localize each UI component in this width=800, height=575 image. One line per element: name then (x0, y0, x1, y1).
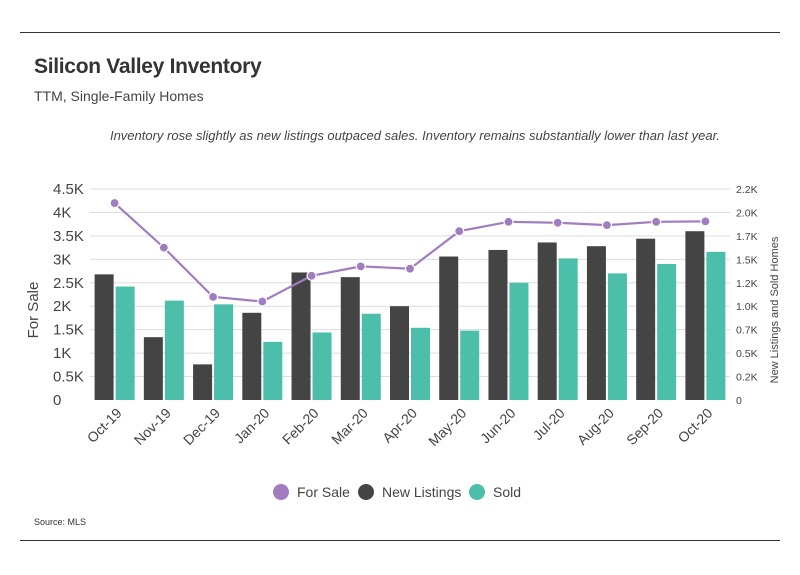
sold-bar (411, 327, 430, 400)
for-sale-point (207, 291, 219, 302)
y2-tick-label: 1.2K (736, 278, 758, 290)
legend-label: Sold (493, 484, 521, 500)
x-tick-label: Apr-20 (379, 405, 420, 446)
for-sale-point (700, 216, 711, 227)
legend-marker (469, 484, 485, 500)
legend-marker (273, 484, 289, 500)
y-tick-label: 1.5K (53, 322, 84, 339)
new-listings-bar (242, 312, 262, 400)
new-listings-bar (94, 274, 114, 400)
sold-bar (657, 264, 677, 400)
x-tick-label: Aug-20 (574, 405, 617, 448)
y2-tick-label: 1.0K (736, 301, 758, 313)
sold-bar (706, 251, 726, 400)
x-tick-label: Jul-20 (530, 405, 568, 443)
bottom-rule (20, 540, 780, 541)
y-tick-label: 2.5K (53, 275, 84, 292)
chart-subtitle: TTM, Single-Family Homes (34, 88, 204, 104)
for-sale-point (503, 216, 514, 227)
x-tick-label: Nov-19 (131, 405, 174, 448)
x-tick-label: Jan-20 (231, 405, 273, 447)
x-tick-label: Mar-20 (328, 405, 371, 448)
y2-tick-label: 0.2K (736, 372, 758, 384)
x-tick-label: Dec-19 (180, 405, 223, 448)
new-listings-bar (636, 238, 656, 400)
new-listings-bar (685, 231, 705, 400)
sold-bar (558, 258, 578, 400)
new-listings-bar (291, 272, 311, 400)
sold-bar (509, 282, 529, 400)
x-tick-label: Sep-20 (623, 405, 666, 448)
sold-bar (361, 313, 381, 400)
x-tick-label: Oct-20 (674, 405, 715, 446)
y2-axis-title: New Listings and Sold Homes (769, 236, 781, 383)
y2-tick-label: 0.5K (736, 348, 758, 360)
new-listings-bar (537, 242, 557, 400)
x-tick-label: May-20 (425, 405, 469, 449)
sold-bar (214, 304, 234, 400)
y2-tick-label: 2.0K (736, 207, 758, 219)
y-tick-label: 4.5K (53, 181, 84, 198)
chart-title: Silicon Valley Inventory (34, 55, 262, 78)
for-sale-point (404, 263, 416, 274)
legend-label: For Sale (297, 484, 350, 500)
y-tick-label: 0.5K (53, 369, 84, 386)
x-tick-label: Jun-20 (477, 405, 519, 447)
y-tick-label: 3K (53, 251, 71, 268)
chart-annotation: Inventory rose slightly as new listings … (109, 128, 721, 143)
x-tick-label: Oct-19 (84, 405, 125, 446)
new-listings-bar (340, 277, 360, 400)
y2-tick-label: 2.2K (736, 184, 758, 196)
sold-bar (460, 330, 480, 400)
x-tick-label: Feb-20 (279, 405, 322, 448)
sold-bar (164, 300, 184, 400)
y-tick-label: 4K (53, 204, 71, 221)
legend-label: New Listings (382, 484, 461, 500)
y-axis-title: For Sale (25, 282, 42, 339)
for-sale-point (109, 197, 120, 209)
sold-bar (607, 273, 627, 400)
y-tick-label: 1K (53, 345, 71, 362)
for-sale-point (601, 220, 613, 231)
new-listings-bar (143, 337, 163, 400)
for-sale-point (552, 217, 563, 228)
for-sale-point (651, 216, 662, 227)
new-listings-bar (390, 306, 409, 400)
y-tick-label: 3.5K (53, 228, 84, 245)
for-sale-point (355, 261, 366, 272)
sold-bar (115, 286, 135, 400)
for-sale-point (306, 270, 317, 281)
for-sale-point (454, 226, 465, 237)
new-listings-bar (488, 249, 508, 400)
y2-tick-label: 0 (736, 395, 742, 407)
source-note: Source: MLS (34, 517, 87, 527)
top-rule (20, 32, 780, 33)
for-sale-point (158, 242, 169, 253)
sold-bar (312, 332, 332, 400)
y2-tick-label: 1.7K (736, 231, 758, 243)
y-tick-label: 0 (53, 392, 61, 409)
y2-tick-label: 1.5K (736, 254, 758, 266)
new-listings-bar (439, 256, 459, 400)
for-sale-point (257, 296, 268, 307)
y-tick-label: 2K (53, 298, 71, 315)
new-listings-bar (193, 364, 213, 400)
new-listings-bar (586, 246, 606, 400)
legend-marker (358, 484, 374, 500)
y2-tick-label: 0.7K (736, 325, 758, 337)
sold-bar (263, 341, 283, 400)
